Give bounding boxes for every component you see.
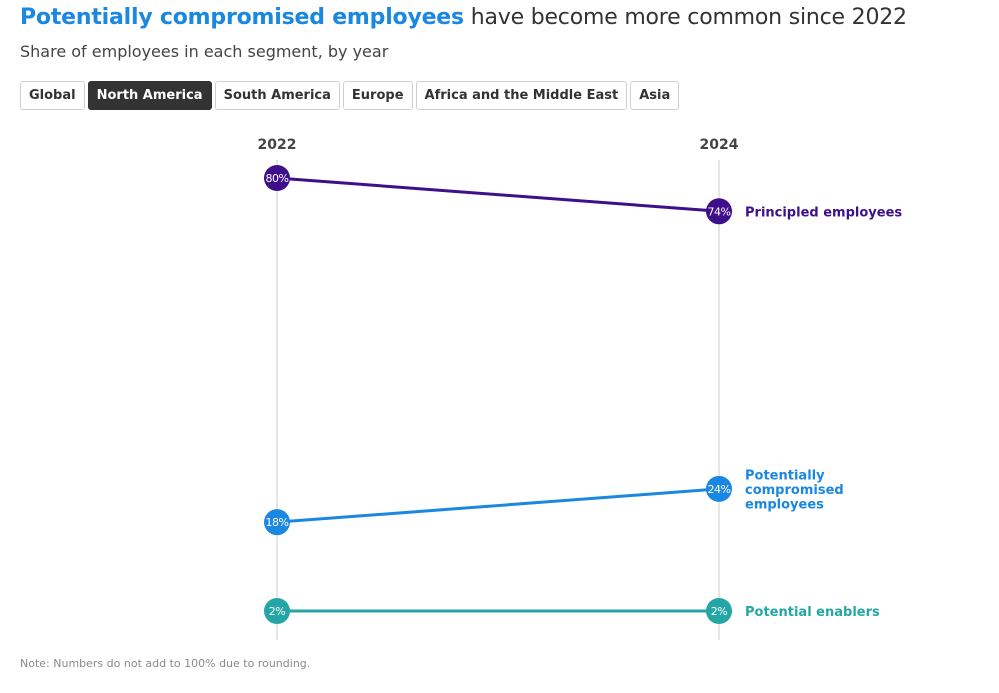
series-label-potential-enablers: Potential enablers	[745, 605, 880, 620]
series-line-principled-employees	[276, 176, 720, 213]
data-label-potential-enablers-2024: 2%	[711, 605, 727, 618]
title-highlight: Potentially compromised employees	[20, 5, 464, 30]
series-line-potentially-compromised-employees	[276, 487, 720, 524]
tab-north-america[interactable]: North America	[87, 81, 212, 110]
series-label-principled-employees: Principled employees	[745, 205, 902, 220]
tab-global[interactable]: Global	[20, 81, 85, 110]
tab-africa-middle-east[interactable]: Africa and the Middle East	[415, 81, 628, 110]
year-label-2024: 2024	[700, 137, 739, 153]
tab-south-america[interactable]: South America	[214, 81, 340, 110]
point-principled-employees-2024	[706, 198, 732, 225]
series-label-potentially-compromised-employees: Potentially compromised employees	[745, 468, 844, 512]
year-label-2022: 2022	[258, 137, 297, 153]
point-potentially-compromised-employees-2024	[706, 475, 732, 502]
point-potentially-compromised-employees-2022	[264, 509, 290, 536]
tab-europe[interactable]: Europe	[342, 81, 413, 110]
title-rest: have become more common since 2022	[463, 5, 907, 30]
point-potential-enablers-2022	[264, 598, 290, 624]
chart-title: Potentially compromised employees have b…	[20, 5, 907, 30]
point-potential-enablers-2024	[706, 598, 732, 624]
footnote: Note: Numbers do not add to 100% due to …	[20, 657, 311, 670]
region-tabs: Global North America South America Europ…	[20, 81, 680, 110]
data-label-principled-employees-2022: 80%	[266, 172, 289, 185]
data-label-principled-employees-2024: 74%	[708, 205, 731, 218]
point-principled-employees-2022	[264, 165, 290, 191]
data-label-potentially-compromised-employees-2022: 18%	[266, 516, 289, 529]
data-label-potential-enablers-2022: 2%	[269, 605, 285, 618]
tab-asia[interactable]: Asia	[630, 81, 680, 110]
chart-subtitle: Share of employees in each segment, by y…	[20, 42, 389, 61]
data-label-potentially-compromised-employees-2024: 24%	[708, 483, 731, 496]
